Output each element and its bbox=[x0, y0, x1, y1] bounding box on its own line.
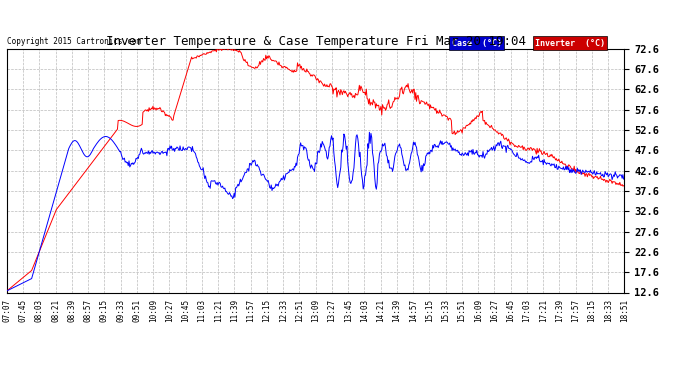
Text: Inverter  (°C): Inverter (°C) bbox=[535, 39, 605, 48]
Text: Case  (°C): Case (°C) bbox=[451, 39, 502, 48]
Text: Copyright 2015 Cartronics.com: Copyright 2015 Cartronics.com bbox=[7, 38, 141, 46]
Title: Inverter Temperature & Case Temperature Fri Mar 20 19:04: Inverter Temperature & Case Temperature … bbox=[106, 34, 526, 48]
